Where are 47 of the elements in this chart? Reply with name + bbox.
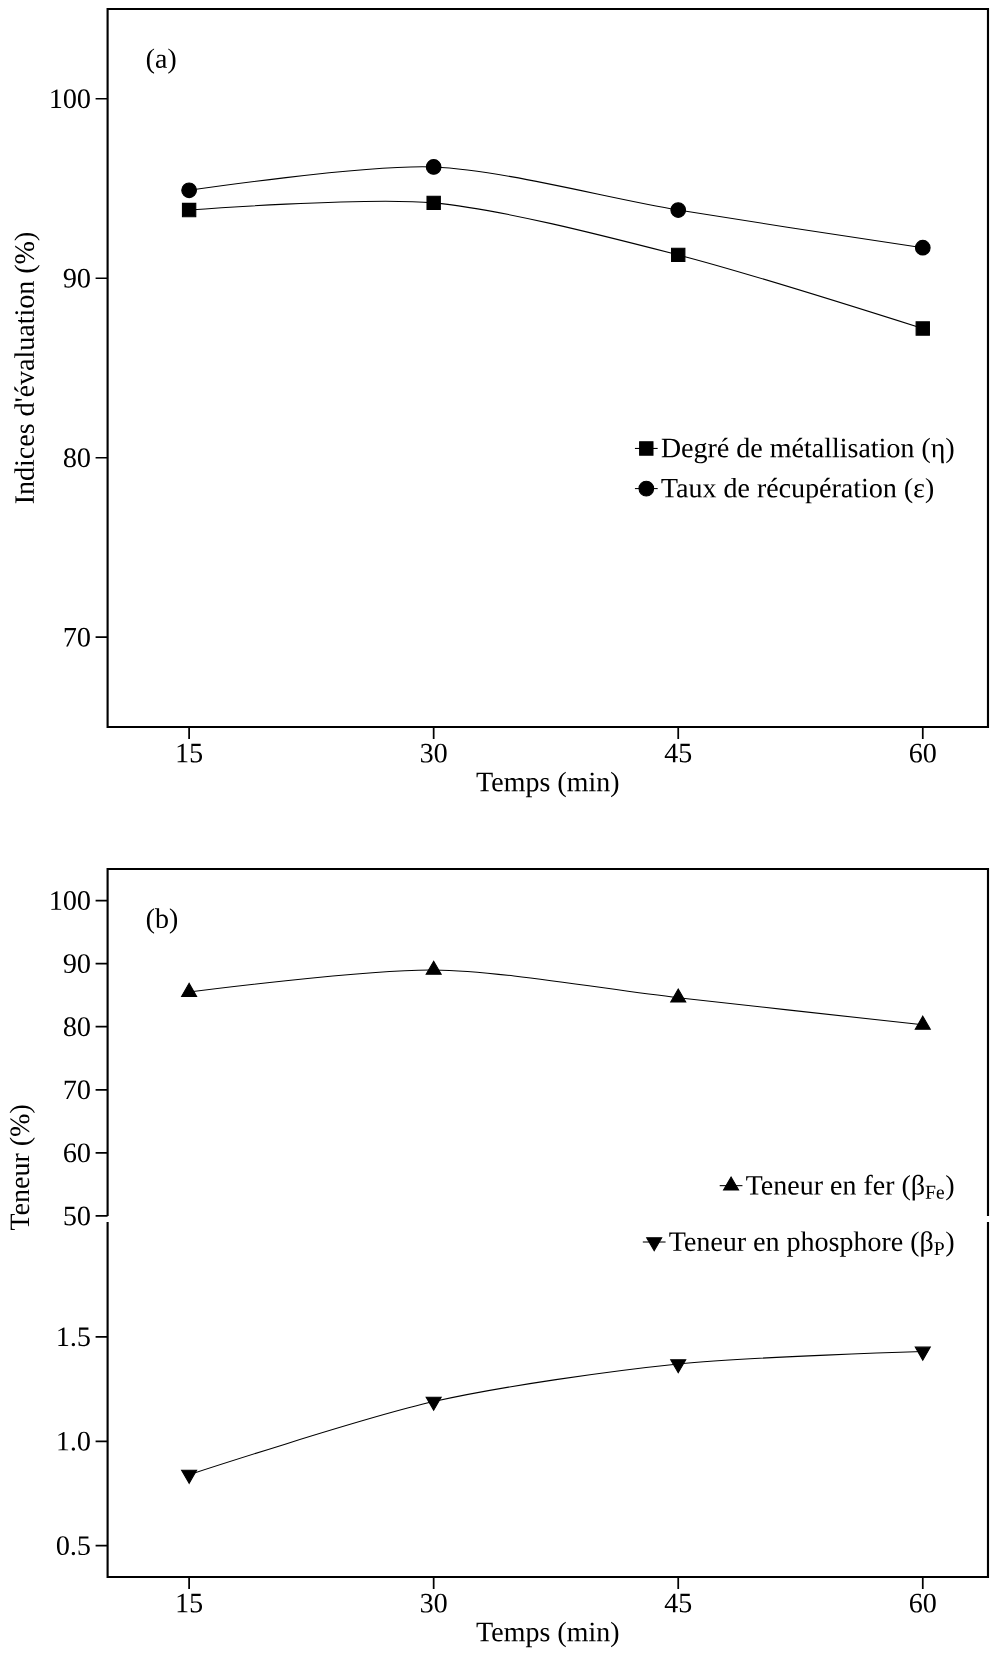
legend-label: Taux de récupération (ε) <box>661 477 934 504</box>
y-tick-label: 90 <box>63 268 90 288</box>
x-tick-label: 60 <box>909 743 936 763</box>
y-tick-label: 70 <box>64 1080 90 1100</box>
legend-label: Teneur en fer (β$_{Fe}$) <box>746 1174 954 1201</box>
y-tick-label: 90 <box>63 954 90 974</box>
point <box>181 1469 198 1484</box>
annotation: (b) <box>146 908 178 934</box>
y-tick-label: 100 <box>51 89 90 109</box>
point <box>181 202 197 218</box>
point <box>181 182 197 199</box>
x-tick-label: 30 <box>421 1593 447 1613</box>
x-axis-title: Temps (min) <box>476 1621 619 1648</box>
point <box>426 195 441 211</box>
y-tick-label: 60 <box>64 1143 90 1163</box>
point <box>671 247 686 263</box>
y-tick-label: 70 <box>64 627 90 647</box>
point <box>914 1015 931 1030</box>
y-tick-label: 80 <box>63 1017 90 1037</box>
point <box>425 1396 442 1411</box>
point <box>425 960 442 975</box>
x-tick-label: 15 <box>177 743 203 763</box>
point <box>914 239 931 256</box>
x-axis-title: Temps (min) <box>476 771 619 798</box>
point <box>670 202 687 218</box>
x-tick-label: 30 <box>421 743 447 763</box>
y-axis-title: Indices d'évaluation (%) <box>14 232 40 504</box>
point <box>914 1346 931 1361</box>
y-tick-label: 80 <box>63 448 90 468</box>
point <box>915 321 930 336</box>
point <box>670 988 687 1003</box>
x-tick-label: 15 <box>177 1593 203 1613</box>
x-tick-label: 45 <box>664 1593 692 1613</box>
point <box>181 982 198 997</box>
y-tick-label: 1.0 <box>58 1431 90 1451</box>
y-tick-label: 0.5 <box>56 1536 90 1556</box>
x-tick-label: 45 <box>664 743 692 763</box>
y-tick-label: 100 <box>51 891 90 910</box>
x-tick-label: 60 <box>909 1593 936 1613</box>
annotation: (a) <box>146 48 176 74</box>
y-tick-label: 1.5 <box>58 1327 90 1347</box>
point <box>670 1359 687 1374</box>
y-tick-label: 50 <box>64 1206 90 1226</box>
legend-label: Degré de métallisation (η) <box>661 437 954 464</box>
point <box>425 159 442 175</box>
y-axis-title: Teneur (%) <box>9 1105 35 1231</box>
legend-label: Teneur en phosphore (β$_{P}$) <box>669 1231 954 1257</box>
